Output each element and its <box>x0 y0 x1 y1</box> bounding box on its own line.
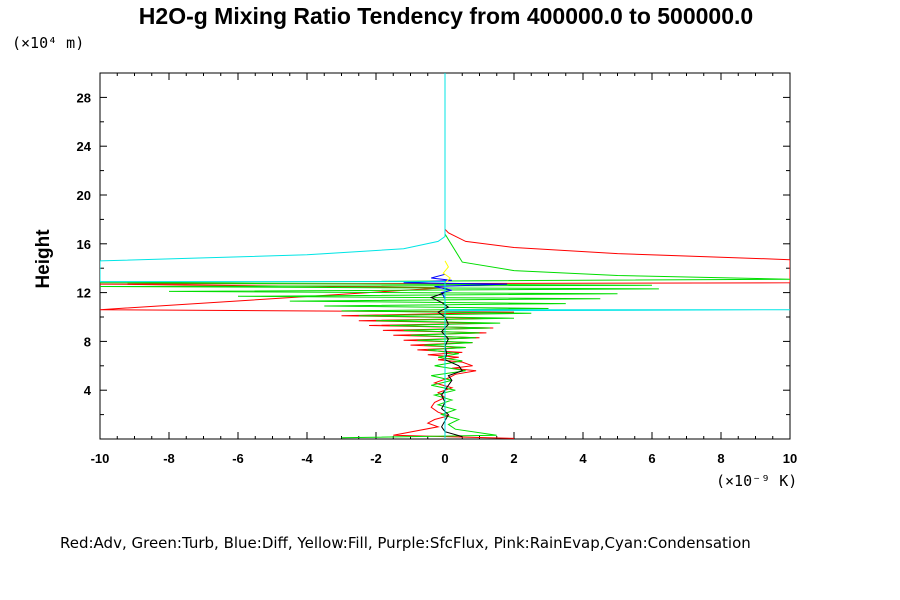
y-tick-label: 24 <box>77 139 92 154</box>
x-tick-label: -8 <box>163 451 175 466</box>
y-tick-label: 12 <box>77 286 91 301</box>
series-line-4 <box>429 292 464 438</box>
y-tick-label: 4 <box>84 383 92 398</box>
series-group <box>100 73 790 439</box>
x-tick-label: -4 <box>301 451 313 466</box>
x-tick-label: -6 <box>232 451 244 466</box>
series-line-5 <box>100 73 790 439</box>
x-tick-label: 2 <box>510 451 517 466</box>
y-tick-labels: 4 8 12 16 20 24 28 <box>77 90 92 398</box>
x-tick-label: 8 <box>717 451 724 466</box>
y-tick-label: 16 <box>77 237 91 252</box>
y-tick-label: 28 <box>77 90 91 105</box>
y-tick-label: 20 <box>77 188 91 203</box>
x-unit-label: (×10⁻⁹ K) <box>716 472 797 490</box>
x-tick-label: 4 <box>579 451 587 466</box>
y-tick-label: 8 <box>84 334 91 349</box>
y-axis-label: Height <box>33 229 54 289</box>
x-tick-label: 10 <box>783 451 797 466</box>
x-tick-label: -10 <box>91 451 110 466</box>
legend-text: Red:Adv, Green:Turb, Blue:Diff, Yellow:F… <box>60 534 751 552</box>
y-unit-label: (×10⁴ m) <box>12 34 84 52</box>
x-tick-label: 6 <box>648 451 655 466</box>
x-tick-label: 0 <box>441 451 448 466</box>
x-tick-labels: -10 -8 -6 -4 -2 0 2 4 6 8 10 <box>91 451 798 466</box>
chart-title: H2O-g Mixing Ratio Tendency from 400000.… <box>139 3 753 29</box>
series-line-3 <box>442 260 451 284</box>
x-tick-label: -2 <box>370 451 382 466</box>
